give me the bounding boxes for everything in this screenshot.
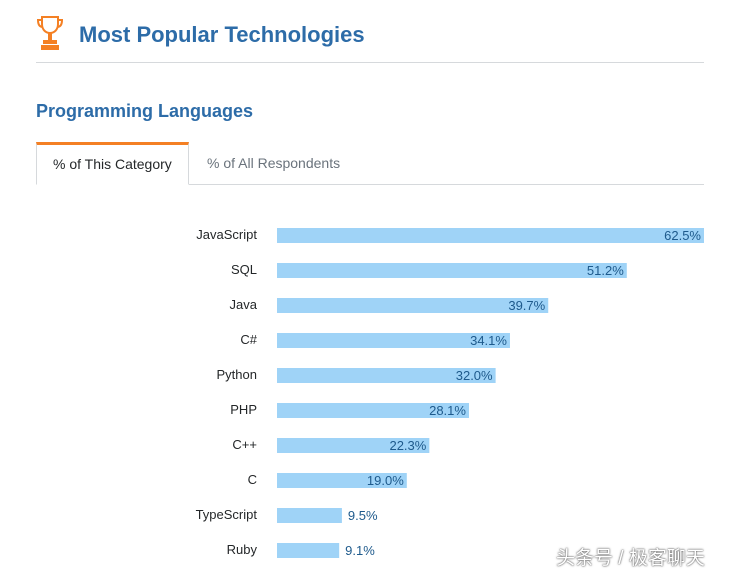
bar xyxy=(277,263,627,278)
value-label: 19.0% xyxy=(367,473,404,488)
category-label: PHP xyxy=(230,402,257,417)
category-label: C# xyxy=(240,332,257,347)
tab-bar: % of This Category % of All Respondents xyxy=(36,142,704,185)
category-label: Python xyxy=(217,367,257,382)
bar xyxy=(277,368,496,383)
page-header: Most Popular Technologies xyxy=(36,14,704,63)
category-label: TypeScript xyxy=(196,507,258,522)
bar xyxy=(277,543,340,558)
category-label: Ruby xyxy=(227,542,258,557)
bar xyxy=(277,473,407,488)
value-label: 32.0% xyxy=(456,368,493,383)
value-label: 9.1% xyxy=(345,543,375,558)
trophy-icon xyxy=(36,16,64,50)
bar xyxy=(277,228,704,243)
category-label: JavaScript xyxy=(196,227,257,242)
value-label: 28.1% xyxy=(429,403,466,418)
section-title: Programming Languages xyxy=(36,101,254,121)
bar xyxy=(277,403,469,418)
value-label: 39.7% xyxy=(508,298,545,313)
category-label: SQL xyxy=(231,262,257,277)
watermark: 头条号 / 极客聊天 xyxy=(556,548,705,569)
bar xyxy=(277,333,510,348)
tab-all-respondents[interactable]: % of All Respondents xyxy=(207,155,341,171)
value-label: 51.2% xyxy=(587,263,624,278)
category-label: C++ xyxy=(232,437,257,452)
value-label: 34.1% xyxy=(470,333,507,348)
page-title: Most Popular Technologies xyxy=(79,22,365,47)
value-label: 9.5% xyxy=(348,508,378,523)
tab-this-category[interactable]: % of This Category xyxy=(36,142,189,185)
bar xyxy=(277,438,430,453)
value-label: 22.3% xyxy=(389,438,426,453)
bar xyxy=(277,298,549,313)
category-label: Java xyxy=(230,297,258,312)
bar xyxy=(277,508,342,523)
category-label: C xyxy=(248,472,257,487)
value-label: 62.5% xyxy=(664,228,701,243)
